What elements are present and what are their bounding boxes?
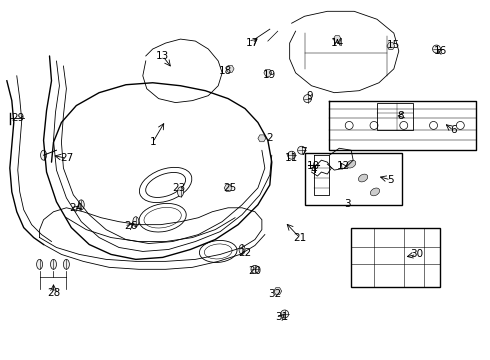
Polygon shape bbox=[387, 42, 395, 49]
Circle shape bbox=[297, 146, 306, 154]
Text: 5: 5 bbox=[388, 175, 394, 185]
Text: 14: 14 bbox=[331, 38, 344, 48]
Text: 7: 7 bbox=[300, 147, 307, 157]
Text: 2: 2 bbox=[267, 133, 273, 143]
Ellipse shape bbox=[359, 174, 368, 182]
Polygon shape bbox=[274, 288, 282, 294]
Text: 23: 23 bbox=[172, 183, 185, 193]
Ellipse shape bbox=[346, 160, 356, 168]
Ellipse shape bbox=[37, 260, 43, 269]
Text: 22: 22 bbox=[238, 248, 252, 258]
Text: 4: 4 bbox=[310, 165, 317, 175]
Text: 3: 3 bbox=[344, 199, 350, 209]
Text: 16: 16 bbox=[434, 46, 447, 56]
Text: 19: 19 bbox=[263, 70, 276, 80]
Circle shape bbox=[288, 151, 295, 159]
Ellipse shape bbox=[63, 260, 70, 269]
Ellipse shape bbox=[133, 217, 139, 227]
Text: 1: 1 bbox=[149, 137, 156, 147]
Text: 8: 8 bbox=[397, 111, 404, 121]
Circle shape bbox=[281, 310, 289, 318]
Polygon shape bbox=[333, 36, 341, 42]
Text: 20: 20 bbox=[248, 266, 262, 276]
Circle shape bbox=[251, 265, 259, 273]
Text: 6: 6 bbox=[450, 125, 457, 135]
Ellipse shape bbox=[239, 244, 245, 255]
Text: 29: 29 bbox=[11, 113, 24, 123]
Text: 11: 11 bbox=[285, 153, 298, 163]
Text: 12: 12 bbox=[337, 161, 350, 171]
Text: 24: 24 bbox=[70, 203, 83, 213]
Text: 21: 21 bbox=[293, 233, 306, 243]
Text: 10: 10 bbox=[307, 161, 320, 171]
Circle shape bbox=[433, 45, 441, 53]
Polygon shape bbox=[264, 69, 272, 76]
Text: 25: 25 bbox=[223, 183, 237, 193]
Ellipse shape bbox=[41, 150, 47, 160]
Ellipse shape bbox=[177, 187, 183, 197]
Polygon shape bbox=[258, 135, 266, 142]
Text: 15: 15 bbox=[387, 40, 400, 50]
Text: 28: 28 bbox=[47, 288, 60, 298]
Ellipse shape bbox=[50, 260, 56, 269]
Ellipse shape bbox=[370, 188, 380, 196]
Ellipse shape bbox=[78, 200, 84, 210]
Text: 9: 9 bbox=[306, 91, 313, 101]
Text: 31: 31 bbox=[275, 312, 288, 322]
Text: 30: 30 bbox=[410, 249, 423, 260]
Text: 18: 18 bbox=[219, 66, 232, 76]
Text: 27: 27 bbox=[60, 153, 73, 163]
Polygon shape bbox=[226, 66, 234, 72]
Text: 17: 17 bbox=[245, 38, 259, 48]
Text: 13: 13 bbox=[156, 51, 169, 61]
Circle shape bbox=[303, 95, 312, 103]
Polygon shape bbox=[224, 185, 232, 192]
Text: 26: 26 bbox=[124, 221, 138, 231]
Text: 32: 32 bbox=[268, 289, 281, 299]
